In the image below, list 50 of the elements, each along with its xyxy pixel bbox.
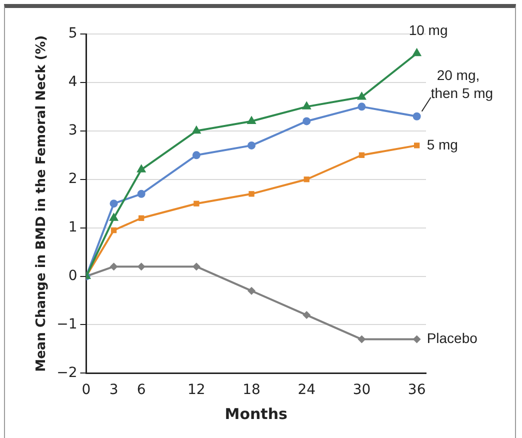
y-tick-label: −1 [56, 316, 78, 332]
point [358, 335, 366, 344]
point [304, 176, 310, 182]
series-label: 10 mg [408, 22, 448, 38]
x-tick-label: 0 [82, 382, 91, 398]
point [137, 262, 146, 271]
point [414, 142, 420, 148]
point [248, 191, 254, 197]
point [192, 151, 200, 160]
point [192, 262, 200, 271]
point [302, 101, 312, 110]
y-tick-label: 5 [68, 26, 78, 42]
x-axis-title: Months [224, 404, 288, 423]
point [412, 48, 422, 56]
point [192, 125, 202, 134]
y-tick-label: −2 [56, 364, 78, 381]
point [248, 286, 256, 295]
y-tick-label: 4 [68, 74, 78, 90]
series-label: 20 mg, then 5 mg [430, 67, 494, 102]
y-tick-label: 3 [68, 122, 78, 139]
point [302, 311, 311, 320]
x-tick-label: 36 [408, 382, 426, 398]
point [137, 190, 146, 198]
x-tick-label: 6 [136, 382, 146, 398]
x-tick-label: 30 [352, 382, 371, 398]
x-tick-label: 3 [109, 382, 118, 398]
x-tick-label: 24 [298, 382, 316, 398]
point [246, 116, 256, 124]
point [248, 141, 256, 150]
point [136, 164, 146, 172]
x-tick-label: 12 [188, 382, 206, 398]
y-tick-label: 2 [68, 171, 78, 188]
point [412, 112, 421, 120]
point [302, 117, 311, 126]
point [110, 200, 118, 208]
series-label: Placebo [426, 330, 478, 346]
y-tick-label: 0 [68, 268, 78, 284]
point [358, 152, 365, 158]
point [356, 91, 366, 100]
y-axis-title: Mean Change in BMD in the Femoral Neck (%) [34, 35, 50, 372]
point [110, 262, 118, 271]
series-label: 5 mg [426, 136, 458, 152]
point [194, 200, 200, 206]
point [110, 227, 117, 234]
point [358, 102, 366, 111]
point [109, 212, 119, 221]
y-tick-label: 1 [68, 219, 78, 236]
point [138, 215, 144, 221]
point [412, 335, 421, 344]
x-tick-label: 18 [242, 382, 260, 398]
